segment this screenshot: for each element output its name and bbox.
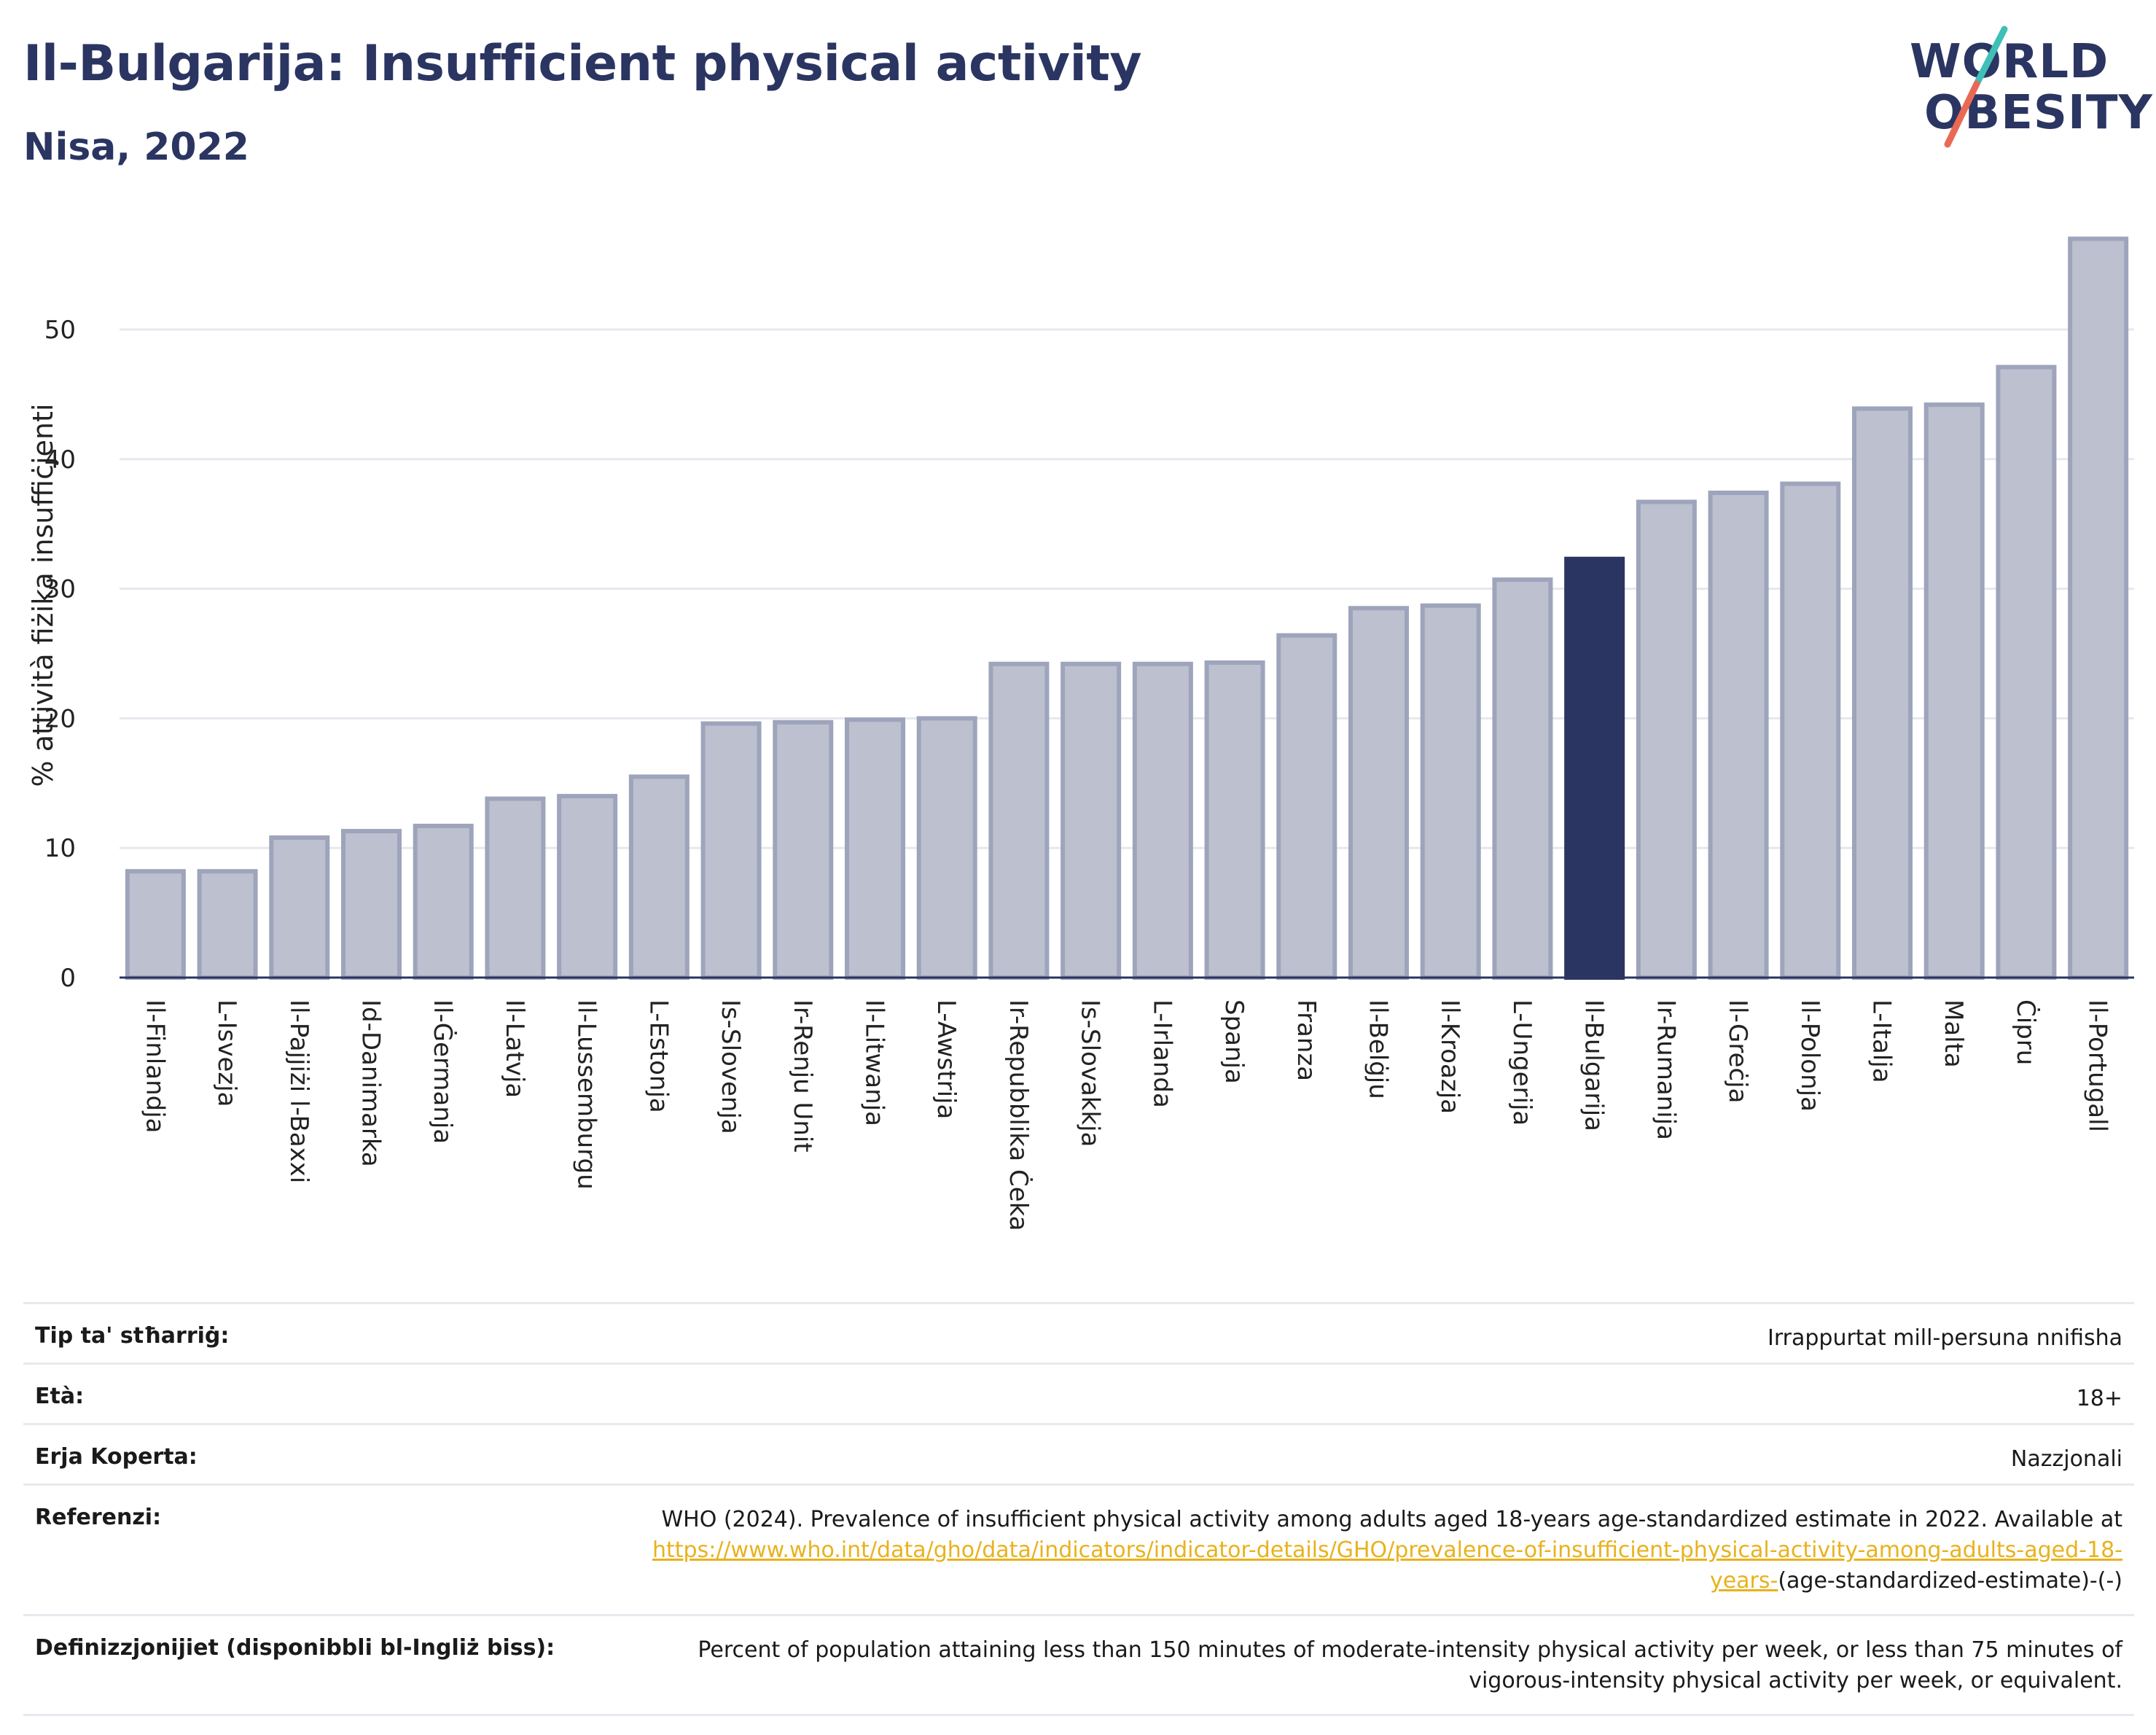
- x-tick-label: Il-Lussemburgu: [572, 999, 601, 1190]
- info-row-area-covered: Erja Koperta: Nazzjonali: [23, 1425, 2134, 1486]
- x-tick-label: Il-Kroazja: [1435, 999, 1464, 1114]
- x-tick-label: Il-Pajjiżi l-Baxxi: [284, 999, 313, 1183]
- bar: [1132, 661, 1193, 980]
- x-tick-label: Ir-Rumanija: [1651, 999, 1680, 1140]
- info-row-age: Età: 18+: [23, 1365, 2134, 1425]
- bar-highlight: [1564, 556, 1625, 980]
- bar: [1636, 499, 1697, 980]
- x-tick-label: Spanja: [1219, 999, 1249, 1084]
- info-value: Irrappurtat mill-persuna nnifisha: [1767, 1325, 2122, 1351]
- y-tick-label: 30: [44, 575, 76, 604]
- x-tick-label: Ir-Repubblika Ċeka: [1004, 999, 1034, 1231]
- chart-title: Il-Bulgarija: Insufficient physical acti…: [23, 35, 1142, 93]
- x-tick-label: Il-Greċja: [1723, 999, 1752, 1103]
- info-key: Referenzi:: [35, 1505, 162, 1530]
- reference-suffix: (age-standardized-estimate)-(-): [1778, 1568, 2122, 1594]
- info-value: Nazzjonali: [2010, 1446, 2122, 1472]
- x-tick-label: Il-Polonja: [1795, 999, 1824, 1112]
- bar: [1996, 364, 2057, 980]
- y-tick-label: 50: [44, 316, 76, 345]
- x-tick-label: Il-Litwanja: [860, 999, 889, 1126]
- info-key: Età:: [35, 1384, 85, 1409]
- x-tick-label: Is-Slovakkja: [1076, 999, 1105, 1147]
- bar: [700, 721, 762, 980]
- bar: [845, 717, 905, 980]
- bar: [1923, 402, 1985, 980]
- info-key: Erja Koperta:: [35, 1444, 198, 1470]
- x-tick-label: Ir-Renju Unit: [788, 999, 817, 1153]
- bar: [1780, 481, 1841, 980]
- bar: [1276, 633, 1337, 980]
- reference-link[interactable]: https://www.who.int/data/gho/data/indica…: [652, 1537, 2122, 1594]
- info-row-definitions: Definizzjonijiet (disponibbli bl-Ingliż …: [23, 1616, 2134, 1716]
- reference-text: WHO (2024). Prevalence of insufficient p…: [661, 1507, 2122, 1532]
- bar: [269, 835, 330, 980]
- bar: [1348, 606, 1409, 980]
- bar: [197, 869, 258, 980]
- info-key: Definizzjonijiet (disponibbli bl-Ingliż …: [35, 1635, 555, 1661]
- info-value: Percent of population attaining less tha…: [698, 1637, 2122, 1693]
- x-tick-label: Is-Slovenja: [716, 999, 745, 1134]
- y-tick-label: 10: [44, 834, 76, 863]
- x-tick-label: L-Ungerija: [1507, 999, 1536, 1126]
- bar: [557, 794, 618, 980]
- logo-line-1: WORLD: [1910, 35, 2109, 89]
- x-tick-label: Il-Latvja: [500, 999, 529, 1098]
- x-tick-label: L-Awstrija: [931, 999, 961, 1119]
- y-axis-label: % attività fiżika insuffiċjenti: [27, 404, 59, 787]
- bar: [1492, 577, 1553, 980]
- bar: [2068, 236, 2129, 980]
- bar: [341, 829, 402, 980]
- y-tick-label: 0: [60, 964, 76, 993]
- bar: [125, 869, 186, 980]
- bar-chart: 0 10 20 30 40 50 % attività fiżika insuffiċjen…: [27, 236, 2134, 1231]
- x-tick-label: L-Isvezja: [212, 999, 241, 1107]
- x-tick-label: Il-Portugall: [2083, 999, 2112, 1132]
- bar: [988, 661, 1050, 980]
- bar: [1852, 406, 1913, 980]
- info-value: WHO (2024). Prevalence of insufficient p…: [606, 1505, 2122, 1596]
- info-row-survey-type: Tip ta' stħarriġ: Irrappurtat mill-persu…: [23, 1304, 2134, 1365]
- bar: [916, 716, 977, 980]
- x-tick-label: Id-Danimarka: [356, 999, 386, 1167]
- info-key: Tip ta' stħarriġ:: [35, 1323, 230, 1349]
- bar: [1204, 660, 1265, 980]
- world-obesity-logo: WORLD OBESITY: [1895, 22, 2152, 153]
- x-tick-label: Il-Ġermanja: [428, 999, 458, 1144]
- x-tick-label: Il-Belġju: [1364, 999, 1393, 1099]
- y-tick-label: 20: [44, 704, 76, 733]
- x-tick-label: Malta: [1939, 999, 1968, 1068]
- logo-slash-icon: [1944, 26, 2008, 148]
- x-tick-label: L-Italja: [1867, 999, 1897, 1083]
- info-value: 18+: [2076, 1386, 2122, 1411]
- chart-subtitle: Nisa, 2022: [23, 125, 249, 169]
- x-tick-label: Franza: [1292, 999, 1321, 1081]
- info-row-references: Referenzi: WHO (2024). Prevalence of ins…: [23, 1486, 2134, 1616]
- bar: [773, 720, 834, 980]
- y-tick-label: 40: [44, 445, 76, 475]
- bar: [628, 774, 690, 980]
- bar: [413, 823, 474, 980]
- x-tick-label: L-Estonja: [644, 999, 673, 1113]
- x-tick-label: Il-Finlandja: [140, 999, 169, 1134]
- x-tick-label: L-Irlanda: [1147, 999, 1176, 1108]
- bar: [485, 796, 546, 980]
- bar: [1420, 603, 1481, 980]
- x-tick-label: Ċipru: [2011, 999, 2041, 1065]
- x-tick-label: Il-Bulgarija: [1579, 999, 1609, 1131]
- bar: [1061, 661, 1122, 980]
- bar: [1708, 491, 1769, 980]
- info-table: Tip ta' stħarriġ: Irrappurtat mill-persu…: [23, 1302, 2134, 1716]
